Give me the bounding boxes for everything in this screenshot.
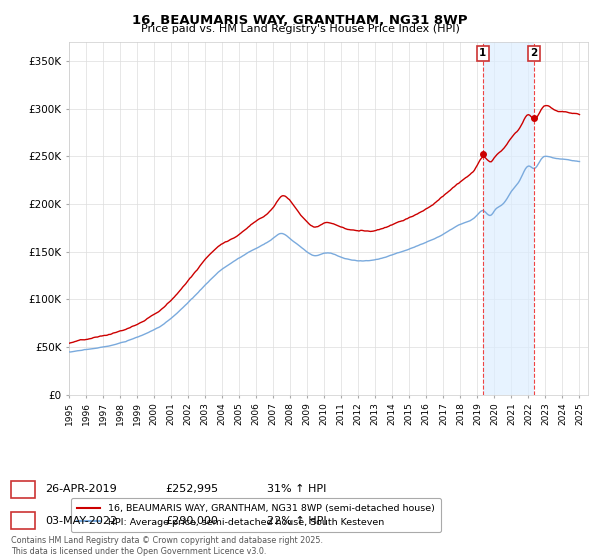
Text: 1: 1 <box>479 49 487 58</box>
Text: 03-MAY-2022: 03-MAY-2022 <box>45 516 117 526</box>
Text: 2: 2 <box>19 516 26 526</box>
Text: £290,000: £290,000 <box>165 516 218 526</box>
Text: 22% ↑ HPI: 22% ↑ HPI <box>267 516 326 526</box>
Text: Contains HM Land Registry data © Crown copyright and database right 2025.
This d: Contains HM Land Registry data © Crown c… <box>11 536 323 556</box>
Text: Price paid vs. HM Land Registry's House Price Index (HPI): Price paid vs. HM Land Registry's House … <box>140 24 460 34</box>
Text: 2: 2 <box>530 49 538 58</box>
Text: 16, BEAUMARIS WAY, GRANTHAM, NG31 8WP: 16, BEAUMARIS WAY, GRANTHAM, NG31 8WP <box>132 14 468 27</box>
Text: £252,995: £252,995 <box>165 484 218 494</box>
Text: 1: 1 <box>19 484 26 494</box>
Legend: 16, BEAUMARIS WAY, GRANTHAM, NG31 8WP (semi-detached house), HPI: Average price,: 16, BEAUMARIS WAY, GRANTHAM, NG31 8WP (s… <box>71 498 440 533</box>
Text: 31% ↑ HPI: 31% ↑ HPI <box>267 484 326 494</box>
Bar <box>483 42 534 395</box>
Text: 26-APR-2019: 26-APR-2019 <box>45 484 117 494</box>
